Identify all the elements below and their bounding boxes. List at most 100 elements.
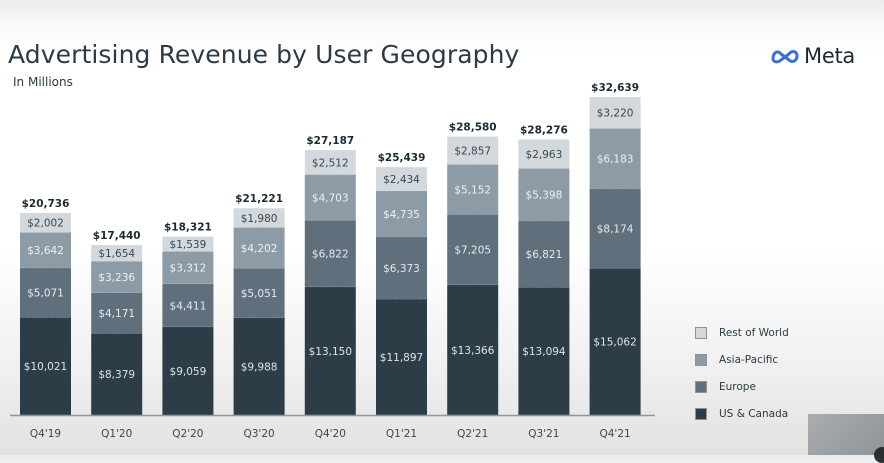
x-tick-label: Q4'20 — [315, 428, 346, 440]
segment-value-label: $11,897 — [380, 352, 423, 364]
segment-value-label: $2,434 — [383, 174, 420, 186]
x-tick-label: Q1'20 — [101, 428, 132, 440]
bar-segment-rest-of-world — [91, 245, 143, 262]
x-tick-label: Q2'21 — [457, 428, 488, 440]
bar-total-label: $28,276 — [520, 125, 568, 137]
bar-segment-rest-of-world — [162, 236, 214, 252]
bar-segment-asia-pacific — [162, 251, 214, 284]
segment-value-label: $4,171 — [98, 308, 135, 320]
bar-stack-q1-20: $8,379 $4,171 $3,236 $1,654 $17,440 — [91, 230, 143, 415]
legend-swatch-asia-pacific — [695, 353, 707, 366]
bar-total-label: $27,187 — [306, 135, 354, 147]
bar-segment-europe — [91, 292, 143, 334]
bar-segment-us-canada — [304, 286, 356, 415]
bar-segment-rest-of-world — [447, 136, 499, 165]
segment-value-label: $8,174 — [597, 223, 634, 235]
segment-value-label: $4,411 — [170, 300, 207, 312]
segment-value-label: $6,822 — [312, 249, 349, 261]
legend: Rest of World Asia-Pacific Europe US & C… — [695, 319, 789, 427]
bars-group: $10,021 $5,071 $3,642 $2,002 $20,736 $8,379 $4… — [20, 82, 641, 415]
bar-segment-us-canada — [376, 299, 427, 415]
x-tick-label: Q3'21 — [528, 428, 559, 440]
bar-segment-us-canada — [162, 326, 214, 415]
bar-total-label: $20,736 — [22, 198, 70, 210]
segment-value-label: $5,152 — [454, 184, 491, 196]
segment-value-label: $1,539 — [170, 239, 207, 251]
legend-label: Rest of World — [719, 326, 789, 339]
bar-segment-rest-of-world — [518, 139, 570, 169]
bar-segment-europe — [376, 236, 427, 300]
segment-value-label: $3,642 — [27, 245, 64, 257]
bar-segment-europe — [162, 283, 214, 327]
segment-value-label: $15,062 — [593, 337, 636, 349]
segment-value-label: $3,236 — [98, 272, 135, 284]
bar-segment-asia-pacific — [233, 227, 285, 269]
legend-item-us-canada: US & Canada — [695, 400, 789, 427]
bar-total-label: $17,440 — [93, 230, 141, 242]
video-overlay-corner — [808, 414, 884, 463]
bar-total-label: $25,439 — [378, 152, 426, 164]
x-tick-label: Q2'20 — [172, 428, 203, 440]
segment-value-label: $1,654 — [98, 248, 135, 260]
bar-segment-asia-pacific — [518, 168, 570, 221]
legend-swatch-europe — [695, 380, 707, 393]
bar-stack-q1-21: $11,897 $6,373 $4,735 $2,434 $25,439 — [376, 152, 427, 415]
bar-segment-europe — [304, 220, 356, 287]
bar-stack-q2-20: $9,059 $4,411 $3,312 $1,539 $18,321 — [162, 221, 214, 415]
bar-stack-q4-20: $13,150 $6,822 $4,703 $2,512 $27,187 — [304, 135, 356, 415]
segment-value-label: $3,220 — [597, 108, 634, 120]
segment-value-label: $8,379 — [98, 369, 135, 381]
segment-value-label: $2,963 — [526, 149, 563, 161]
segment-value-label: $9,059 — [170, 366, 207, 378]
legend-label: Asia-Pacific — [719, 353, 779, 366]
bar-total-label: $32,639 — [591, 82, 639, 94]
segment-value-label: $4,202 — [241, 243, 278, 255]
legend-item-rest-of-world: Rest of World — [695, 319, 789, 346]
bar-total-label: $18,321 — [164, 221, 212, 233]
bar-segment-europe — [20, 267, 71, 318]
bar-stack-q3-21: $13,094 $6,821 $5,398 $2,963 $28,276 — [518, 125, 570, 415]
segment-value-label: $6,183 — [597, 153, 634, 165]
bar-stack-q2-21: $13,366 $7,205 $5,152 $2,857 $28,580 — [447, 122, 499, 415]
legend-label: Europe — [719, 380, 756, 393]
bar-segment-asia-pacific — [304, 174, 356, 221]
x-tick-label: Q4'21 — [599, 428, 630, 440]
meta-logo-text: Meta — [804, 44, 855, 68]
x-tick-labels: Q4'19 Q1'20 Q2'20 Q3'20 Q4'20 Q1'21 Q2'21 Q3'21… — [30, 428, 631, 440]
segment-value-label: $10,021 — [24, 361, 67, 373]
legend-item-europe: Europe — [695, 373, 789, 400]
bar-segment-asia-pacific — [376, 190, 427, 237]
bar-segment-us-canada — [91, 333, 143, 415]
segment-value-label: $7,205 — [454, 245, 491, 257]
bar-segment-us-canada — [233, 317, 285, 415]
bar-total-label: $21,221 — [235, 193, 283, 205]
chart-title: Advertising Revenue by User Geography — [8, 40, 520, 69]
segment-value-label: $5,071 — [27, 288, 64, 300]
segment-value-label: $2,857 — [454, 145, 491, 157]
bar-segment-asia-pacific — [447, 164, 499, 215]
bar-segment-asia-pacific — [91, 261, 143, 293]
bar-segment-rest-of-world — [376, 167, 427, 191]
legend-label: US & Canada — [719, 407, 789, 420]
bar-segment-us-canada — [447, 284, 499, 415]
x-tick-label: Q3'20 — [243, 428, 274, 440]
segment-value-label: $5,051 — [241, 288, 278, 300]
bar-segment-rest-of-world — [233, 208, 285, 228]
bar-segment-europe — [518, 220, 570, 288]
segment-value-label: $1,980 — [241, 213, 278, 225]
bar-segment-rest-of-world — [589, 97, 641, 129]
chart-subtitle: In Millions — [13, 75, 73, 89]
meta-logo: Meta — [770, 44, 855, 68]
bar-segment-rest-of-world — [304, 150, 356, 175]
bar-segment-us-canada — [589, 268, 641, 415]
overlay-dot — [874, 447, 884, 463]
segment-value-label: $5,398 — [526, 190, 563, 202]
segment-value-label: $2,512 — [312, 157, 349, 169]
bar-stack-q4-19: $10,021 $5,071 $3,642 $2,002 $20,736 — [20, 198, 71, 415]
bar-segment-asia-pacific — [20, 232, 71, 268]
segment-value-label: $6,821 — [526, 249, 563, 261]
segment-value-label: $3,312 — [170, 263, 207, 275]
segment-value-label: $4,703 — [312, 193, 349, 205]
bar-total-label: $28,580 — [449, 122, 497, 134]
segment-value-label: $2,002 — [27, 218, 64, 230]
